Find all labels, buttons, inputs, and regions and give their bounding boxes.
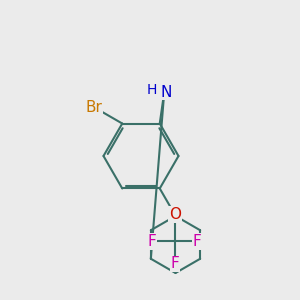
Text: F: F bbox=[148, 234, 157, 249]
Text: Br: Br bbox=[85, 100, 102, 115]
Text: F: F bbox=[193, 234, 202, 249]
Text: O: O bbox=[169, 207, 181, 222]
Text: H: H bbox=[146, 82, 157, 97]
Text: N: N bbox=[161, 85, 172, 100]
Text: F: F bbox=[170, 256, 179, 272]
